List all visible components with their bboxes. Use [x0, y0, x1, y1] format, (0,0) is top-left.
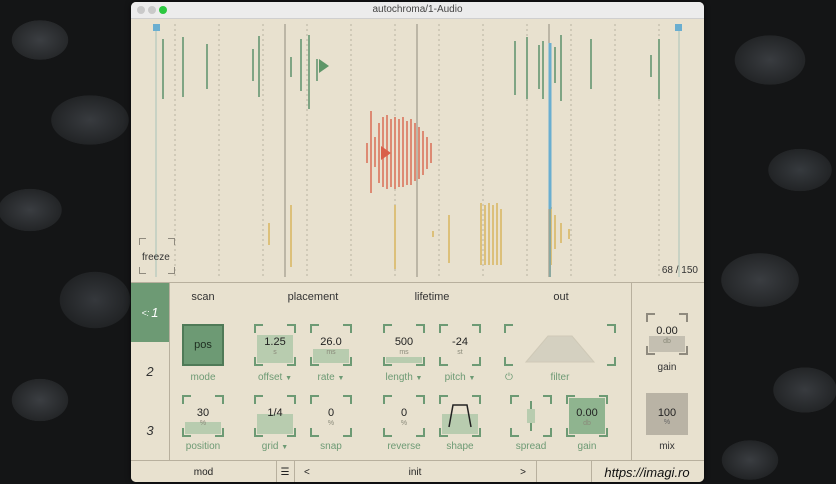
share-icon: <: [141, 307, 150, 318]
website-link[interactable]: https://imagi.ro [604, 464, 690, 480]
prev-preset-button[interactable]: < [304, 466, 310, 478]
green-grains [162, 35, 660, 109]
footer-bar: mod ☰ < init > https://imagi.ro [131, 460, 704, 482]
position-caption: position [185, 441, 221, 452]
solid-grid-lines [284, 24, 550, 277]
chevron-down-icon: ▼ [468, 375, 476, 382]
pitch-control[interactable]: -24 st [439, 324, 481, 366]
tab-strip: <: 1 2 3 [131, 283, 170, 461]
range-start-marker [153, 24, 160, 31]
grain-visualization [153, 24, 682, 277]
filter-caption: filter [550, 372, 570, 383]
power-icon[interactable]: ⏻ [505, 372, 513, 383]
length-control[interactable]: 500 ms [383, 324, 425, 366]
control-panel: <: 1 2 3 scan placement lifetime out pos… [131, 282, 704, 461]
rate-dropdown[interactable]: rate ▼ [317, 372, 345, 383]
grid-dropdown[interactable]: grid ▼ [261, 441, 289, 452]
offset-control[interactable]: 1.25 s [254, 324, 296, 366]
mix-control[interactable]: 100 % [646, 393, 688, 435]
scan-head-green [319, 59, 329, 73]
yellow-grains [268, 203, 570, 269]
master-gain-control[interactable]: 0.00 db [646, 313, 688, 355]
minimize-button[interactable] [148, 6, 156, 14]
master-section: 0.00 db gain 100 % mix [631, 283, 704, 461]
mix-caption: mix [659, 441, 675, 452]
snap-control[interactable]: 0 % [310, 395, 352, 437]
freeze-button[interactable]: freeze [139, 238, 175, 274]
mode-button[interactable]: pos [182, 324, 224, 366]
preset-name: init [408, 466, 422, 478]
out-gain-control[interactable]: 0.00 db [566, 395, 608, 437]
shape-caption: shape [446, 441, 474, 452]
mode-caption: mode [190, 372, 216, 383]
freeze-label: freeze [142, 252, 170, 263]
filter-curve-icon [524, 335, 596, 363]
title-bar: autochroma/1-Audio [131, 2, 704, 19]
chevron-down-icon: ▼ [415, 375, 423, 382]
reverse-control[interactable]: 0 % [383, 395, 425, 437]
plugin-window: autochroma/1-Audio [131, 2, 704, 482]
chevron-down-icon: ▼ [281, 444, 289, 451]
blank-field[interactable] [536, 461, 592, 482]
tab-2[interactable]: 2 [146, 364, 154, 379]
filter-control[interactable] [504, 324, 616, 366]
reverse-caption: reverse [387, 441, 421, 452]
shape-control[interactable] [439, 395, 481, 437]
rate-control[interactable]: 26.0 ms [310, 324, 352, 366]
red-grains [366, 111, 432, 193]
section-lifetime: lifetime [414, 291, 450, 303]
preset-selector[interactable]: < init > [294, 461, 536, 482]
grain-display[interactable]: freeze 68 / 150 [131, 19, 704, 282]
position-control[interactable]: 30 % [182, 395, 224, 437]
master-gain-caption: gain [657, 362, 677, 373]
hamburger-icon[interactable]: ☰ [276, 461, 295, 482]
grid-lines [174, 24, 660, 277]
range-end-marker [675, 24, 682, 31]
spread-control[interactable] [510, 395, 552, 437]
window-shape-icon [448, 404, 472, 428]
snap-caption: snap [320, 441, 342, 452]
chevron-down-icon: ▼ [337, 375, 345, 382]
section-out: out [553, 291, 569, 303]
out-gain-caption: gain [577, 441, 597, 452]
mod-button[interactable]: mod [131, 461, 277, 482]
window-title: autochroma/1-Audio [372, 4, 463, 15]
section-scan: scan [191, 291, 215, 303]
next-preset-button[interactable]: > [520, 466, 526, 478]
tab-1[interactable]: <: 1 [131, 283, 169, 342]
chevron-down-icon: ▼ [285, 375, 292, 382]
spread-caption: spread [515, 441, 547, 452]
grid-control[interactable]: 1/4 [254, 395, 296, 437]
section-placement: placement [287, 291, 339, 303]
offset-dropdown[interactable]: offset ▼ [258, 372, 292, 383]
close-button[interactable] [137, 6, 145, 14]
scan-head-red [381, 146, 391, 160]
pitch-dropdown[interactable]: pitch ▼ [444, 372, 476, 383]
length-dropdown[interactable]: length ▼ [385, 372, 423, 383]
zoom-button[interactable] [159, 6, 167, 14]
grain-counter: 68 / 150 [661, 265, 698, 276]
tab-3[interactable]: 3 [146, 423, 154, 438]
